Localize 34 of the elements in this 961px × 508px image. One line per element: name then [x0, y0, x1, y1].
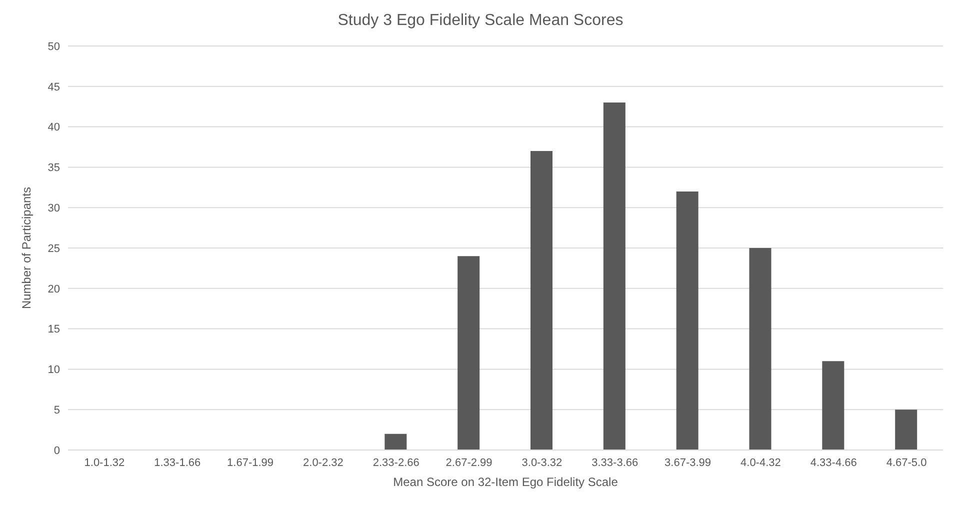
x-tick-label: 3.67-3.99 [664, 456, 712, 469]
y-tick-label: 10 [48, 364, 60, 376]
x-tick-label: 1.0-1.32 [84, 456, 125, 469]
y-tick-label: 5 [54, 404, 60, 417]
bar [676, 191, 698, 450]
y-tick-label: 0 [54, 444, 60, 457]
x-tick-label: 3.0-3.32 [522, 456, 562, 469]
y-tick-label: 50 [48, 40, 60, 53]
bar [895, 410, 918, 450]
x-tick-label: 1.67-1.99 [227, 456, 274, 469]
x-tick-label: 3.33-3.66 [592, 456, 638, 469]
y-tick-label: 25 [48, 242, 60, 255]
bar [384, 434, 407, 450]
x-tick-label: 2.67-2.99 [446, 456, 492, 469]
y-axis-title: Number of Participants [19, 186, 34, 310]
y-tick-label: 40 [48, 122, 60, 134]
x-tick-label: 2.0-2.32 [303, 456, 344, 469]
y-tick-label: 30 [48, 202, 60, 215]
x-tick-label: 1.33-1.66 [154, 456, 201, 469]
x-tick-label: 2.33-2.66 [372, 456, 420, 469]
y-tick-label: 35 [48, 162, 60, 174]
x-axis-title: Mean Score on 32-Item Ego Fidelity Scale [393, 475, 618, 489]
x-tick-label: 4.67-5.0 [886, 456, 927, 469]
x-tick-label: 4.0-4.32 [740, 456, 781, 469]
bar [749, 248, 772, 450]
y-tick-label: 15 [48, 324, 60, 336]
chart-title: Study 3 Ego Fidelity Scale Mean Scores [336, 11, 624, 31]
bar [458, 256, 480, 450]
x-tick-label: 4.33-4.66 [810, 456, 857, 469]
y-tick-label: 45 [48, 81, 60, 94]
y-tick-label: 20 [48, 283, 60, 296]
bar [822, 361, 844, 450]
bar [530, 151, 552, 450]
bar [603, 102, 626, 450]
